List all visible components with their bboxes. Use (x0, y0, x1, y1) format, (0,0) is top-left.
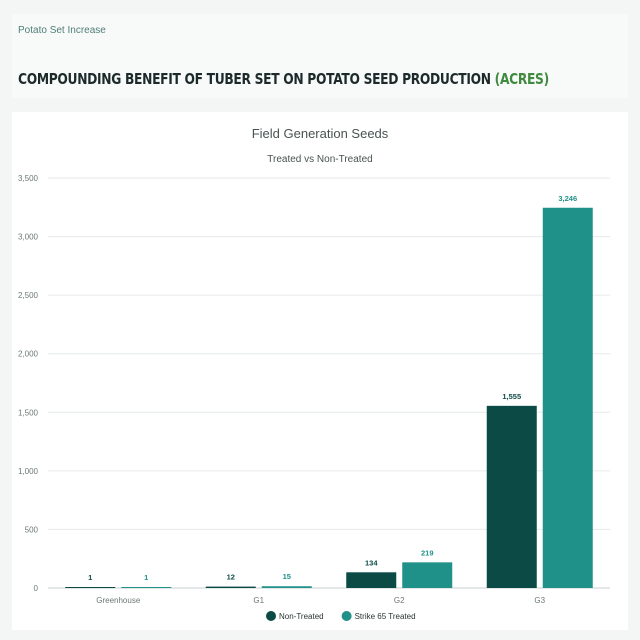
y-tick-label: 2,500 (18, 291, 39, 300)
data-label: 1,555 (502, 392, 521, 401)
chart-card: Field Generation Seeds Treated vs Non-Tr… (12, 112, 628, 630)
legend-label: Non-Treated (279, 612, 324, 621)
data-label: 1 (88, 573, 92, 582)
y-tick-label: 3,500 (18, 174, 39, 183)
bar-chart: Field Generation Seeds Treated vs Non-Tr… (18, 126, 610, 621)
bar-treated (261, 586, 312, 588)
legend-swatch (266, 611, 276, 621)
data-label: 134 (365, 558, 378, 567)
page-title-unit: (ACRES) (494, 70, 550, 88)
legend-label: Strike 65 Treated (355, 612, 416, 621)
chart-title: Field Generation Seeds (252, 126, 389, 141)
bar-treated (542, 207, 593, 589)
eyebrow-label: Potato Set Increase (18, 25, 106, 36)
y-tick-label: 0 (34, 584, 39, 593)
y-tick-label: 1,000 (18, 467, 39, 476)
page-title: COMPOUNDING BENEFIT OF TUBER SET ON POTA… (18, 70, 549, 88)
data-label: 12 (227, 573, 235, 582)
y-tick-label: 2,000 (18, 350, 39, 359)
chart-subtitle: Treated vs Non-Treated (267, 154, 372, 165)
x-tick-label: G2 (394, 596, 405, 605)
bar-treated (121, 587, 172, 588)
data-label: 15 (283, 572, 291, 581)
bar-treated (402, 562, 453, 588)
data-label: 3,246 (558, 194, 577, 203)
y-tick-label: 3,000 (18, 233, 39, 242)
x-tick-label: G1 (253, 596, 264, 605)
y-tick-label: 500 (25, 525, 39, 534)
data-label: 1 (144, 573, 148, 582)
page-title-main: COMPOUNDING BENEFIT OF TUBER SET ON POTA… (18, 70, 495, 88)
x-tick-label: Greenhouse (96, 596, 141, 605)
legend-swatch (341, 611, 352, 621)
y-tick-label: 1,500 (18, 408, 39, 417)
header-card: Potato Set Increase COMPOUNDING BENEFIT … (12, 14, 628, 98)
data-label: 219 (421, 548, 434, 557)
bar-non-treated (486, 405, 537, 588)
bar-non-treated (205, 586, 256, 588)
x-tick-label: G3 (534, 596, 545, 605)
bar-non-treated (346, 572, 397, 588)
bar-non-treated (65, 587, 116, 588)
